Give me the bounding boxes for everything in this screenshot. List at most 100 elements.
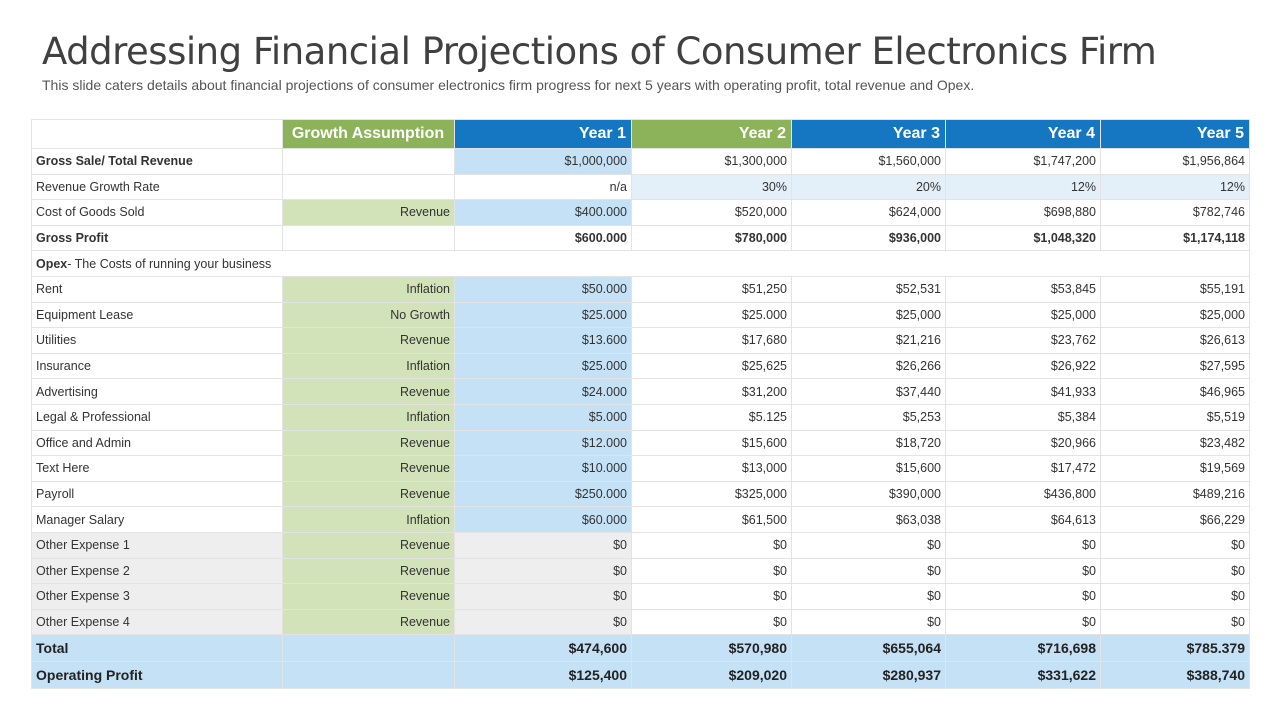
table-row: Office and Admin Revenue $12.000 $15,600 $18… [31,429,1250,457]
table-row: Payroll Revenue $250.000 $325,000 $390,000 $4… [31,480,1250,508]
header-year-4: Year 4 [945,119,1101,149]
year-5-cell: $1,174,118 [1100,224,1250,252]
year-4-cell: $331,622 [945,661,1101,690]
growth-assumption-cell: Inflation [282,275,455,303]
growth-assumption-cell: Revenue [282,531,455,559]
growth-assumption-cell: Revenue [282,199,455,226]
year-1-cell: $600.000 [454,224,632,252]
growth-assumption-cell: Revenue [282,429,455,457]
year-5-cell: $5,519 [1100,403,1250,431]
row-label: Insurance [31,352,283,380]
year-1-cell: $60.000 [454,506,632,533]
year-5-cell: $1,956,864 [1100,148,1250,175]
growth-assumption-cell: Revenue [282,455,455,482]
year-2-cell: $520,000 [631,199,792,226]
table-row: Rent Inflation $50.000 $51,250 $52,531 $53,84… [31,275,1250,303]
table-row: Advertising Revenue $24.000 $31,200 $37,440 $… [31,378,1250,405]
year-1-cell: $474,600 [454,634,632,663]
year-4-cell: $17,472 [945,455,1101,482]
header-year-3: Year 3 [791,119,946,149]
year-2-cell: $0 [631,531,792,559]
year-3-cell: $0 [791,608,946,636]
year-4-cell: $1,747,200 [945,148,1101,175]
year-2-cell: $780,000 [631,224,792,252]
year-1-cell: $0 [454,583,632,610]
table-row: Utilities Revenue $13.600 $17,680 $21,216 $23… [31,327,1250,354]
row-label: Utilities [31,327,283,354]
growth-assumption-cell: Revenue [282,608,455,636]
row-label: Manager Salary [31,506,283,533]
year-4-cell: $0 [945,531,1101,559]
row-gross-profit: Gross Profit $600.000 $780,000 $936,000 … [31,224,1250,252]
year-4-cell: $5,384 [945,403,1101,431]
row-label: Equipment Lease [31,301,283,329]
year-3-cell: $936,000 [791,224,946,252]
year-5-cell: $785.379 [1100,634,1250,663]
growth-assumption-cell [282,634,455,663]
row-label: Operating Profit [31,661,283,690]
year-3-cell: $5,253 [791,403,946,431]
year-4-cell: $53,845 [945,275,1101,303]
opex-heading-text: - The Costs of running your business [67,256,272,271]
table-row: Text Here Revenue $10.000 $13,000 $15,600 $17… [31,455,1250,482]
opex-heading-bold: Opex [36,256,68,271]
row-label: Gross Profit [31,224,283,252]
year-1-cell: $10.000 [454,455,632,482]
year-3-cell: $18,720 [791,429,946,457]
year-2-cell: $31,200 [631,378,792,405]
row-operating-profit: Operating Profit $125,400 $209,020 $280,… [31,661,1250,690]
year-1-cell: n/a [454,173,632,201]
other-expense-rows: Other Expense 1 Revenue $0 $0 $0 $0 $0 Other Ex… [31,531,1250,636]
year-4-cell: $20,966 [945,429,1101,457]
table-row: Other Expense 3 Revenue $0 $0 $0 $0 $0 [31,583,1250,610]
year-4-cell: $41,933 [945,378,1101,405]
year-5-cell: $0 [1100,608,1250,636]
year-5-cell: $27,595 [1100,352,1250,380]
year-2-cell: 30% [631,173,792,201]
table-row: Insurance Inflation $25.000 $25,625 $26,266 $… [31,352,1250,380]
year-3-cell: $655,064 [791,634,946,663]
table-row: Legal & Professional Inflation $5.000 $5.12… [31,403,1250,431]
year-2-cell: $5.125 [631,403,792,431]
year-4-cell: $436,800 [945,480,1101,508]
row-label: Office and Admin [31,429,283,457]
year-3-cell: $21,216 [791,327,946,354]
year-4-cell: $0 [945,608,1101,636]
year-1-cell: $12.000 [454,429,632,457]
year-5-cell: $46,965 [1100,378,1250,405]
year-1-cell: $1,000,000 [454,148,632,175]
year-3-cell: $1,560,000 [791,148,946,175]
growth-assumption-cell: Revenue [282,480,455,508]
slide-title: Addressing Financial Projections of Cons… [42,30,1157,73]
growth-assumption-cell: Inflation [282,506,455,533]
growth-assumption-cell: Inflation [282,352,455,380]
year-4-cell: $64,613 [945,506,1101,533]
year-5-cell: $388,740 [1100,661,1250,690]
year-5-cell: $19,569 [1100,455,1250,482]
growth-assumption-cell [282,224,455,252]
header-year-1: Year 1 [454,119,632,149]
year-2-cell: $25.000 [631,301,792,329]
year-1-cell: $250.000 [454,480,632,508]
table-row: Equipment Lease No Growth $25.000 $25.000 $2… [31,301,1250,329]
year-1-cell: $25.000 [454,352,632,380]
year-5-cell: $55,191 [1100,275,1250,303]
year-1-cell: $0 [454,608,632,636]
financial-projection-table: Growth Assumption Year 1 Year 2 Year 3 Y… [31,119,1250,690]
year-4-cell: $698,880 [945,199,1101,226]
year-5-cell: $25,000 [1100,301,1250,329]
year-3-cell: $15,600 [791,455,946,482]
year-3-cell: $37,440 [791,378,946,405]
header-row: Growth Assumption Year 1 Year 2 Year 3 Y… [31,119,1250,149]
year-3-cell: $52,531 [791,275,946,303]
year-3-cell: $26,266 [791,352,946,380]
year-1-cell: $0 [454,557,632,585]
year-5-cell: $0 [1100,557,1250,585]
year-4-cell: $1,048,320 [945,224,1101,252]
year-3-cell: $390,000 [791,480,946,508]
growth-assumption-cell: Revenue [282,378,455,405]
year-3-cell: $0 [791,583,946,610]
row-label: Gross Sale/ Total Revenue [31,148,283,175]
row-label: Cost of Goods Sold [31,199,283,226]
row-cost-of-goods-sold: Cost of Goods Sold Revenue $400.000 $520… [31,199,1250,226]
